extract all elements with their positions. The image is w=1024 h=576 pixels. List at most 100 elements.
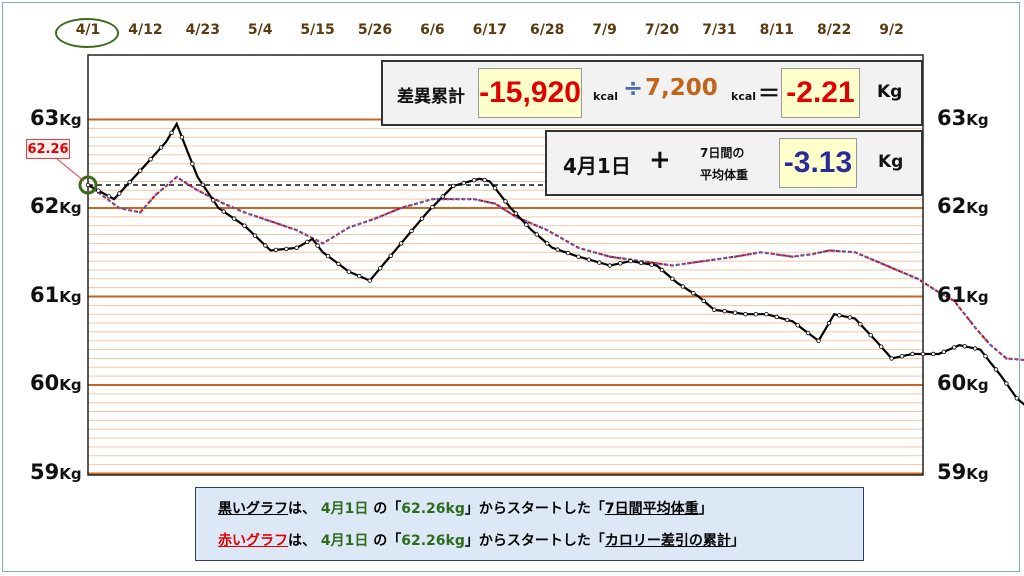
date-tick-label: 4/23 xyxy=(185,22,220,38)
red-series-point xyxy=(123,207,126,211)
black-series-point xyxy=(576,254,581,259)
red-series-point xyxy=(598,252,601,255)
black-series-point xyxy=(305,239,310,245)
black-series-point xyxy=(858,322,863,327)
black-series-point xyxy=(513,211,519,216)
red-series-point xyxy=(269,220,272,223)
red-series-point xyxy=(410,203,413,207)
black-series-point xyxy=(847,315,853,320)
red-series-point xyxy=(613,256,617,259)
date-tick-label: 7/9 xyxy=(592,22,617,38)
legend-start-value: 62.26kg xyxy=(401,533,465,549)
black-series-point xyxy=(1004,381,1009,386)
black-series-point xyxy=(252,233,258,238)
red-series-point xyxy=(676,263,679,267)
red-series-point xyxy=(530,222,533,225)
black-series-point xyxy=(388,253,393,258)
date-tick-label: 7/31 xyxy=(702,22,737,38)
black-series-point xyxy=(899,354,905,359)
red-series-point xyxy=(556,234,559,238)
red-series-point xyxy=(525,220,528,223)
red-series-point xyxy=(765,251,768,255)
red-series-point xyxy=(290,227,293,230)
legend-text: の「 xyxy=(368,501,402,517)
red-series-point xyxy=(979,332,982,335)
black-series-point xyxy=(983,354,988,359)
date-tick-label: 6/28 xyxy=(530,22,565,38)
red-series-point xyxy=(185,182,189,185)
black-series-point xyxy=(524,222,529,227)
black-series-point xyxy=(284,246,289,252)
black-series-point xyxy=(649,262,654,267)
date-tick-label: 5/26 xyxy=(357,22,393,38)
red-series-point xyxy=(295,228,299,232)
date-tick-label: 8/22 xyxy=(817,22,852,38)
divisor-value: 7,200 xyxy=(645,75,718,101)
date-tick-label: 5/15 xyxy=(300,22,335,38)
red-series-point xyxy=(697,260,700,264)
red-series-point xyxy=(973,326,977,329)
red-series-point xyxy=(457,197,460,201)
red-series-point xyxy=(759,251,763,254)
black-series-point xyxy=(430,204,435,210)
red-series-point xyxy=(545,228,549,232)
legend-text: 」 xyxy=(698,501,713,517)
red-series-point xyxy=(994,348,998,351)
red-series-point xyxy=(806,253,810,256)
red-series-point xyxy=(488,201,492,204)
red-series-point xyxy=(405,205,408,208)
black-series-point xyxy=(879,344,884,349)
red-series-point xyxy=(285,225,288,228)
red-series-point xyxy=(952,299,956,303)
date-tick-label: 7/20 xyxy=(644,22,680,38)
black-series-point xyxy=(357,273,362,279)
y-tick-label: 59Kg xyxy=(937,459,989,484)
black-series-point xyxy=(273,247,279,253)
red-series-point xyxy=(467,197,471,201)
black-series-point xyxy=(346,269,352,274)
red-series-point xyxy=(462,197,466,201)
black-series-point xyxy=(565,250,571,256)
black-series-point xyxy=(85,182,91,188)
red-series-point xyxy=(238,208,241,212)
black-series-point xyxy=(910,351,915,357)
red-series-point xyxy=(347,226,351,229)
black-series-point xyxy=(868,333,873,338)
black-series-point xyxy=(816,338,821,343)
black-series-point xyxy=(367,278,372,283)
black-series-point xyxy=(962,344,967,349)
red-series-point xyxy=(947,296,951,300)
red-series-point xyxy=(853,251,857,254)
red-series-point xyxy=(128,208,131,212)
red-series-point xyxy=(843,250,846,253)
red-series-point xyxy=(191,185,194,189)
black-series-point xyxy=(1014,396,1019,401)
black-series-point xyxy=(722,309,727,314)
black-series-point xyxy=(294,245,299,250)
red-series-point xyxy=(603,253,606,257)
black-series-point xyxy=(628,258,633,264)
plot-border xyxy=(87,54,924,476)
red-series-point xyxy=(478,199,481,202)
y-tick-label: 63Kg xyxy=(937,105,989,130)
black-series-point xyxy=(670,276,675,281)
summary-box-average: 4月1日 + 7日間の 平均体重 -3.13 Kg xyxy=(545,130,923,196)
red-series-point xyxy=(384,213,387,216)
red-series-point xyxy=(775,253,779,256)
black-series-point xyxy=(712,307,717,312)
black-series-point xyxy=(795,323,800,328)
avg-label-line1: 7日間の xyxy=(700,146,745,160)
red-series-point xyxy=(608,255,612,258)
red-series-point xyxy=(1015,358,1019,361)
legend-text: の「 xyxy=(368,533,402,549)
red-series-point xyxy=(337,232,340,236)
legend-desc: カロリー差引の累計 xyxy=(604,533,731,549)
red-series-point xyxy=(389,210,393,214)
black-series-group xyxy=(85,121,1024,406)
black-series-point xyxy=(941,349,946,354)
red-series-point xyxy=(363,220,366,224)
red-series-point xyxy=(911,275,914,278)
legend-date: 4月1日 xyxy=(320,533,369,549)
legend-box: 黒いグラフは、 4月1日 の「62.26kg」からスタートした「7日間平均体重」… xyxy=(195,487,864,561)
red-series-point xyxy=(1010,357,1013,361)
